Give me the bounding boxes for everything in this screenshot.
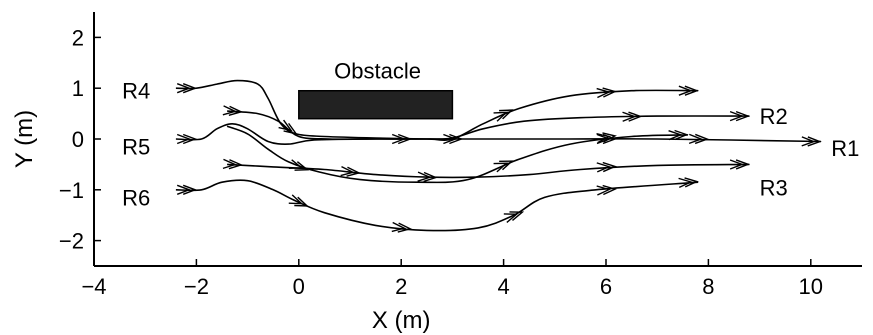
series-label-r4: R4 [122,79,150,104]
y-tick-label: −1 [59,178,84,203]
trajectory-r1 [175,122,822,145]
arrow-marker [668,129,689,141]
x-tick-label: 2 [395,274,407,299]
arrow-marker [222,158,244,170]
x-tick-label: 6 [600,274,612,299]
arrow-marker [278,119,298,135]
arrow-marker [596,132,617,144]
arrow-marker [688,133,710,145]
series-label-r2: R2 [760,104,788,129]
x-axis-label: X (m) [372,307,431,334]
x-tick-label: −2 [184,274,209,299]
y-tick-label: 2 [72,25,84,50]
y-tick-label: 0 [72,127,84,152]
series-label-r5: R5 [122,135,150,160]
arrow-marker [176,184,198,195]
series-label-r1: R1 [831,136,859,161]
arrow-marker [288,159,310,171]
arrow-marker [729,110,751,122]
obstacle-rect [298,89,454,120]
arrow-marker [493,109,514,122]
x-tick-label: 4 [497,274,509,299]
y-tick-label: −2 [59,229,84,254]
arrow-marker [493,160,514,173]
arrow-marker [622,111,643,122]
arrow-marker [417,171,438,183]
arrow-marker [801,136,822,147]
x-tick-label: 10 [799,274,823,299]
x-tick-label: 0 [293,274,305,299]
trajectory-r4 [175,79,699,141]
y-tick-label: 1 [72,76,84,101]
series-label-r3: R3 [760,175,788,200]
arrow-marker [288,194,309,207]
tick-labels: −4 −2 0 2 4 6 8 10 −2 −1 0 1 2 [59,25,823,299]
y-axis-label: Y (m) [11,110,38,168]
arrow-marker [391,221,413,233]
arrow-marker [678,85,699,96]
x-tick-label: 8 [702,274,714,299]
series-label-r6: R6 [122,185,150,210]
trajectory-r5 [226,125,688,184]
arrow-marker [596,87,617,99]
x-tick-label: −4 [81,274,106,299]
axes-frame [93,12,862,267]
arrow-marker [678,177,699,188]
arrow-marker [503,211,525,223]
arrow-marker [443,133,464,145]
arrow-marker [596,161,617,173]
trajectory-r6 [175,179,699,232]
trajectory-r3 [227,163,750,179]
arrow-marker [391,133,413,145]
arrow-marker [340,166,361,177]
arrow-marker [222,105,244,117]
arrow-marker [729,159,751,170]
arrow-marker [176,133,198,145]
arrow-marker [596,184,617,196]
series-group: R4 R2 R1 R5 R3 R6 [122,79,859,233]
arrow-marker [176,83,198,94]
obstacle-group: Obstacle [298,59,454,120]
obstacle-label: Obstacle [334,59,421,84]
